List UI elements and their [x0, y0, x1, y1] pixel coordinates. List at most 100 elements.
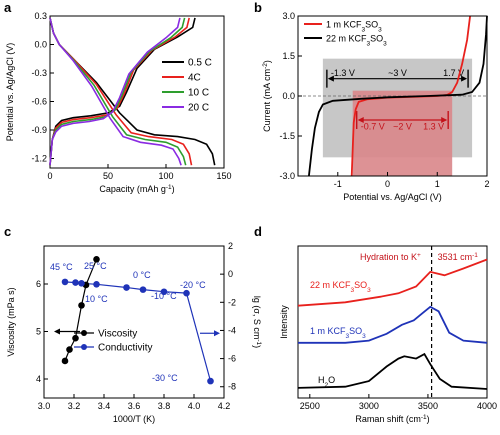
temperature-annotation: -20 °C	[180, 280, 206, 290]
x-axis-label: Capacity (mAh g-1)	[99, 184, 174, 195]
y-tick-label: -1.2	[31, 154, 47, 164]
label-supscript: -1	[472, 252, 478, 259]
label-subscript: 3	[351, 287, 355, 294]
window-label-right: 1.7 V	[443, 68, 464, 78]
conductivity-point	[183, 289, 190, 297]
panel-c-viscosity-conductivity-chart: 3.0 3.2 3.4 3.6 3.8 4.0 4.2 4 5 6 2 0 -2 -4 -6 -8 1000/T…	[6, 241, 263, 424]
spectrum-label: 22 m KCF3SO3	[310, 280, 371, 294]
conductivity-point	[139, 286, 147, 293]
y-tick-label: -1.5	[279, 131, 295, 141]
series-line-discharge	[49, 17, 182, 166]
x-tick-label: 4.0	[188, 401, 201, 411]
label-subscript: 3	[367, 287, 371, 294]
label-part: SO	[370, 34, 383, 44]
x-tick-label: 3.0	[38, 401, 51, 411]
window-arrowhead-right	[461, 75, 468, 82]
x-tick-label: 150	[216, 171, 231, 181]
y-tick-label: -0.3	[31, 68, 47, 78]
label-part: SO	[354, 280, 367, 290]
label-supscript: +	[417, 252, 421, 259]
label-part: SO	[365, 20, 378, 30]
conductivity-point	[160, 288, 168, 296]
x-tick-label: 3.4	[98, 401, 111, 411]
label-part: 22 m KCF	[310, 280, 351, 290]
y-axis-label: Intensity	[279, 305, 289, 339]
conductivity-point	[123, 284, 130, 291]
window-label-right: 1.3 V	[423, 121, 444, 131]
right-axis-arrowhead	[214, 330, 220, 337]
window-label-mid: ~3 V	[388, 68, 407, 78]
x-tick-label: -1	[334, 179, 342, 189]
x-tick-label: 3.8	[158, 401, 171, 411]
window-label-mid: ~2 V	[393, 121, 412, 131]
panel-letter-b: b	[254, 0, 262, 15]
label-part: 1 m KCF	[326, 20, 362, 30]
y-tick-label: -0.9	[31, 125, 47, 135]
conductivity-point	[72, 279, 79, 286]
x-tick-label: 3.2	[68, 401, 81, 411]
label-supscript: -1	[421, 414, 427, 421]
legend-label: 1 m KCF3SO3	[326, 20, 382, 34]
spectrum-line	[297, 258, 488, 307]
x-tick-label: 3500	[418, 401, 438, 411]
series-line	[308, 15, 488, 177]
legend-label: Viscosity	[98, 329, 137, 340]
conductivity-point	[207, 377, 214, 385]
legend-label: Conductivity	[98, 343, 152, 354]
spectrum-label: 1 m KCF3SO3	[310, 326, 366, 340]
y-tick-label: -3.0	[279, 171, 295, 181]
label-supscript: -1	[256, 339, 263, 345]
y2-axis-label: lg (σ, S cm-1)	[252, 296, 263, 348]
label-subscript: 3	[367, 40, 371, 47]
y2-tick-label: 0	[228, 269, 233, 279]
temperature-annotation: -10 °C	[151, 291, 177, 301]
x-tick-label: 3.6	[128, 401, 141, 411]
conductivity-point	[61, 278, 69, 286]
x-tick-label: 50	[103, 171, 113, 181]
window-arrowhead-right	[441, 117, 448, 123]
label-part: )	[172, 184, 175, 194]
panel-d-frame	[297, 245, 488, 399]
label-part: Current (mA cm	[262, 69, 272, 132]
panel-letter-c: c	[4, 224, 11, 239]
viscosity-point	[66, 346, 73, 353]
window-label-left: -1.3 V	[331, 68, 355, 78]
label-part: O	[328, 375, 335, 385]
y-tick-label: 0.0	[282, 91, 295, 101]
x-tick-label: 4000	[477, 401, 497, 411]
legend-label: 4C	[188, 73, 201, 84]
x-axis-label: 1000/T (K)	[113, 414, 155, 424]
label-part: )	[427, 414, 430, 424]
label-subscript: 2	[325, 382, 329, 389]
temperature-annotation: 25 °C	[84, 261, 107, 271]
temperature-annotation: 0 °C	[133, 270, 151, 280]
label-part: SO	[349, 326, 362, 336]
label-part: H	[318, 375, 325, 385]
y-axis-label: Potential vs. Ag/AgCl (V)	[5, 43, 15, 142]
y-tick-label: 5	[36, 327, 41, 337]
viscosity-point	[72, 334, 79, 342]
panel-b-voltammetry-chart: -1.3 V ~3 V 1.7 V -0.7 V ~2 V 1.3 V -1 0 1 2 -3.0 -…	[262, 11, 490, 202]
temperature-annotation: -30 °C	[152, 373, 178, 383]
y-tick-label: 0.0	[34, 40, 47, 50]
label-part: 22 m KCF	[326, 34, 367, 44]
conductivity-point	[93, 280, 100, 288]
y-tick-label: 3.0	[282, 11, 295, 21]
y-tick-label: 6	[36, 279, 41, 289]
y2-tick-label: -6	[228, 354, 236, 364]
panel-a-frame	[49, 15, 225, 169]
x-axis-label: Potential vs. Ag/AgCl (V)	[343, 192, 442, 202]
label-part: lg (σ, S cm	[252, 296, 262, 340]
viscosity-point	[61, 357, 69, 365]
y-tick-label: 1.5	[282, 51, 295, 61]
y-axis-label: Current (mA cm-2)	[262, 60, 273, 132]
panel-a-charge-discharge-chart: 0 50 100 150 -1.2 -0.9 -0.6 -0.3 0.0 0.3 Capacity …	[5, 11, 232, 194]
hydration-annotation: Hydration to K+	[360, 252, 421, 263]
window-arrowhead-left	[327, 75, 334, 82]
legend-swatch-marker	[81, 344, 87, 350]
label-subscript: 3	[362, 26, 366, 33]
label-part: Raman shift (cm	[355, 414, 421, 424]
stability-window	[352, 90, 453, 176]
spectrum-label: H2O	[318, 375, 335, 389]
